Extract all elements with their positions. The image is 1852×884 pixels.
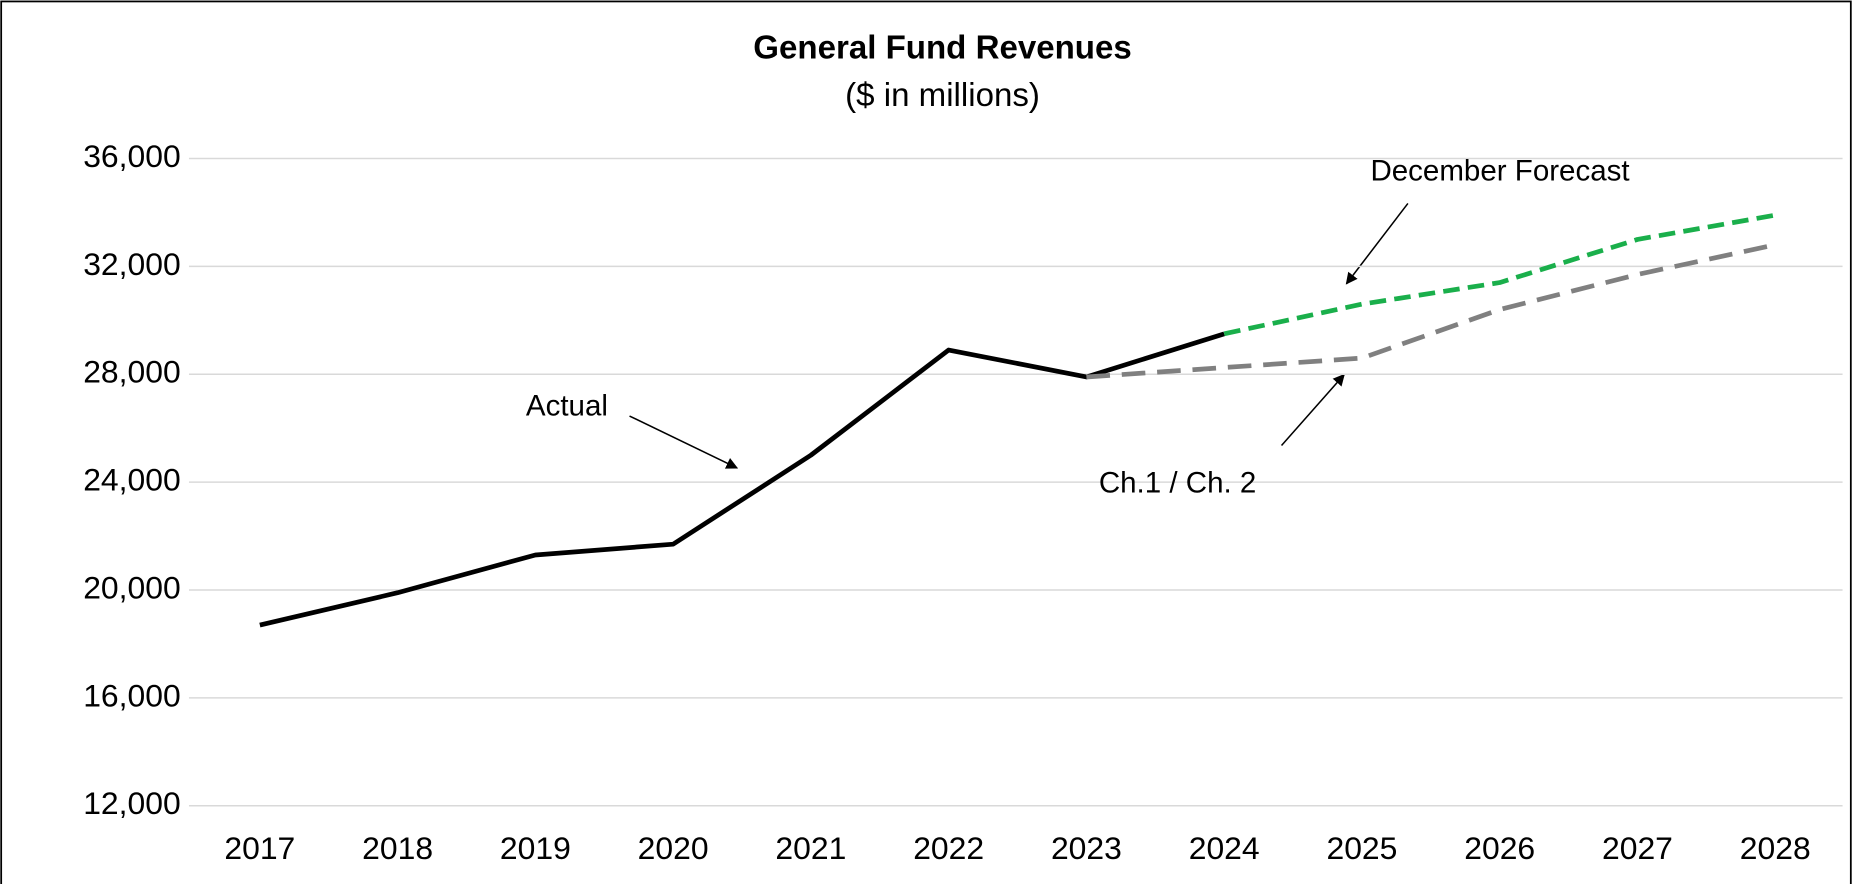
x-tick-label: 2028 <box>1740 830 1811 866</box>
x-tick-label: 2017 <box>224 830 295 866</box>
y-tick-label: 24,000 <box>83 462 181 498</box>
y-tick-label: 32,000 <box>83 246 181 282</box>
x-tick-label: 2025 <box>1326 830 1397 866</box>
series-line <box>259 331 1225 628</box>
series-line <box>1086 242 1776 380</box>
y-tick-label: 16,000 <box>83 677 181 713</box>
y-tick-label: 20,000 <box>83 569 181 605</box>
series-line <box>1223 212 1776 337</box>
x-tick-label: 2018 <box>362 830 433 866</box>
series-label: Actual <box>526 390 608 423</box>
x-tick-label: 2023 <box>1051 830 1122 866</box>
y-tick-label: 12,000 <box>83 785 181 821</box>
chart-title: General Fund Revenues <box>753 30 1132 67</box>
annotation-arrow <box>1280 373 1345 447</box>
x-tick-label: 2024 <box>1189 830 1260 866</box>
x-tick-label: 2026 <box>1464 830 1535 866</box>
series-label: December Forecast <box>1370 155 1629 188</box>
x-tick-label: 2020 <box>638 830 709 866</box>
series-label: Ch.1 / Ch. 2 <box>1099 466 1257 499</box>
x-tick-label: 2022 <box>913 830 984 866</box>
x-tick-label: 2021 <box>775 830 846 866</box>
x-tick-label: 2019 <box>500 830 571 866</box>
annotation-arrow <box>1345 202 1409 285</box>
chart-subtitle: ($ in millions) <box>845 77 1040 114</box>
x-tick-label: 2027 <box>1602 830 1673 866</box>
y-tick-label: 36,000 <box>83 138 181 174</box>
annotation-arrow <box>629 415 739 469</box>
y-tick-label: 28,000 <box>83 354 181 390</box>
